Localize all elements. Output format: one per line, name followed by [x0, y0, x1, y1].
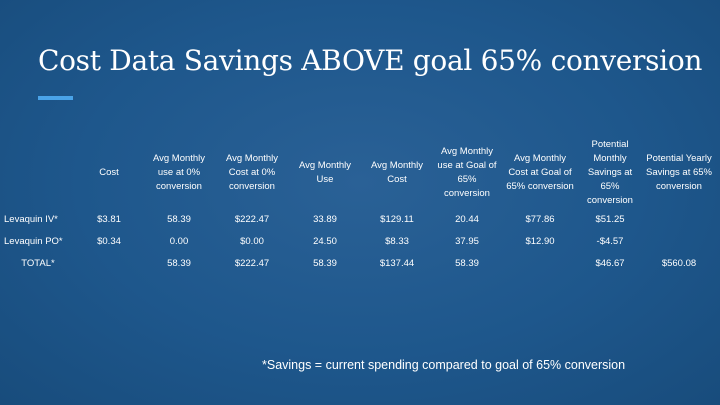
cell: $8.33 — [385, 235, 409, 247]
cell: $51.25 — [595, 213, 625, 225]
cell: $222.47 — [234, 213, 270, 225]
cell: 58.39 — [313, 257, 337, 269]
cell: 24.50 — [313, 235, 337, 247]
cell: $46.67 — [595, 257, 625, 269]
cell — [76, 252, 142, 274]
cell: 58.39 — [167, 213, 191, 225]
cell: 20.44 — [455, 213, 479, 225]
table-header-row: Cost Avg Monthly use at 0% conversion Av… — [0, 138, 716, 208]
cell: 0.00 — [169, 235, 189, 247]
cost-data-table: Cost Avg Monthly use at 0% conversion Av… — [0, 138, 716, 274]
cell: $0.00 — [240, 235, 264, 247]
cell: 33.89 — [313, 213, 337, 225]
cell: $12.90 — [525, 235, 555, 247]
cell: $560.08 — [661, 257, 697, 269]
cell: 37.95 — [455, 235, 479, 247]
header-potential-monthly-savings: Potential Monthly Savings at 65% convers… — [587, 139, 633, 206]
header-avg-monthly-use: Avg Monthly Use — [298, 160, 352, 185]
header-avg-monthly-cost-goal: Avg Monthly Cost at Goal of 65% conversi… — [506, 153, 574, 192]
table-row-total: TOTAL* 58.39 $222.47 58.39 $137.44 58.39… — [0, 252, 716, 274]
table-row: Levaquin IV* $3.81 58.39 $222.47 33.89 $… — [0, 208, 716, 230]
header-avg-monthly-cost-0pct: Avg Monthly Cost at 0% conversion — [225, 153, 279, 192]
cell: $129.11 — [380, 213, 414, 225]
header-cost: Cost — [99, 167, 119, 178]
slide-title: Cost Data Savings ABOVE goal 65% convers… — [38, 44, 703, 77]
row-label: TOTAL* — [21, 257, 55, 269]
header-avg-monthly-cost: Avg Monthly Cost — [370, 160, 424, 185]
header-avg-monthly-use-goal: Avg Monthly use at Goal of 65% conversio… — [437, 146, 497, 199]
header-avg-monthly-use-0pct: Avg Monthly use at 0% conversion — [152, 153, 206, 192]
cell — [642, 230, 716, 252]
cell: -$4.57 — [596, 235, 624, 247]
cell — [502, 252, 578, 274]
footnote: *Savings = current spending compared to … — [262, 358, 626, 372]
table-row: Levaquin PO* $0.34 0.00 $0.00 24.50 $8.3… — [0, 230, 716, 252]
cell: $3.81 — [97, 213, 121, 225]
row-label: Levaquin PO* — [4, 235, 63, 247]
cell: $137.44 — [379, 257, 415, 269]
cell — [642, 208, 716, 230]
title-accent-bar — [38, 96, 73, 100]
cell: 58.39 — [455, 257, 479, 269]
cell: $222.47 — [234, 257, 270, 269]
row-label: Levaquin IV* — [4, 213, 58, 225]
cell: $77.86 — [525, 213, 555, 225]
header-label-blank — [0, 138, 76, 208]
cell: 58.39 — [167, 257, 191, 269]
cell: $0.34 — [97, 235, 121, 247]
header-potential-yearly-savings: Potential Yearly Savings at 65% conversi… — [645, 153, 712, 192]
